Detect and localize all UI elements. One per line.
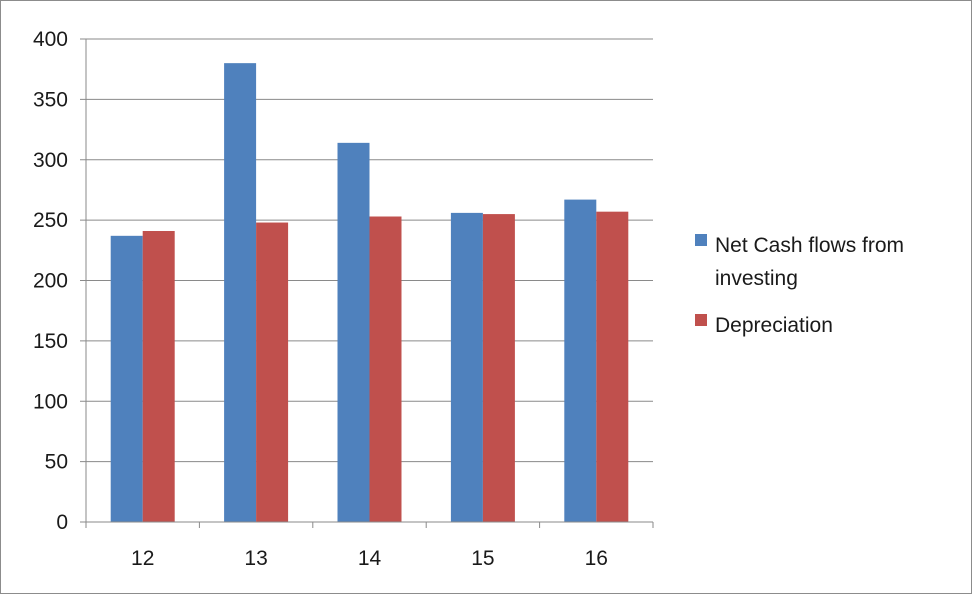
bar [337, 142, 370, 522]
bar [224, 63, 257, 523]
x-tick-label: 13 [244, 547, 267, 570]
y-tick-label: 300 [33, 149, 68, 172]
legend-swatch [695, 234, 707, 246]
bar [369, 216, 402, 522]
legend: Net Cash flows from investing Depreciation [695, 234, 904, 337]
y-tick-label: 200 [33, 270, 68, 293]
y-tick-label: 250 [33, 209, 68, 232]
axes [80, 38, 654, 528]
bar-series [110, 63, 629, 523]
bar [450, 212, 483, 522]
y-tick-label: 0 [56, 511, 68, 534]
x-tick-label: 12 [131, 547, 154, 570]
bar [110, 235, 143, 522]
y-tick-label: 50 [45, 451, 68, 474]
x-tick-label: 15 [471, 547, 494, 570]
bar [482, 214, 515, 522]
bar [256, 222, 289, 523]
legend-label: Net Cash flows from investing [715, 234, 904, 290]
x-axis-tick-labels: 12 13 14 15 16 [131, 547, 608, 570]
x-tick-label: 14 [358, 547, 382, 570]
y-axis-tick-labels: 0 50 100 150 200 250 300 350 400 [33, 28, 68, 534]
y-tick-label: 400 [33, 28, 68, 51]
legend-label: Depreciation [715, 314, 833, 337]
y-tick-label: 150 [33, 330, 68, 353]
bar [142, 230, 175, 522]
y-tick-label: 100 [33, 390, 68, 413]
legend-swatch [695, 314, 707, 326]
x-tick-label: 16 [585, 547, 608, 570]
bar [596, 211, 629, 523]
y-tick-label: 350 [33, 88, 68, 111]
bar [564, 199, 597, 522]
